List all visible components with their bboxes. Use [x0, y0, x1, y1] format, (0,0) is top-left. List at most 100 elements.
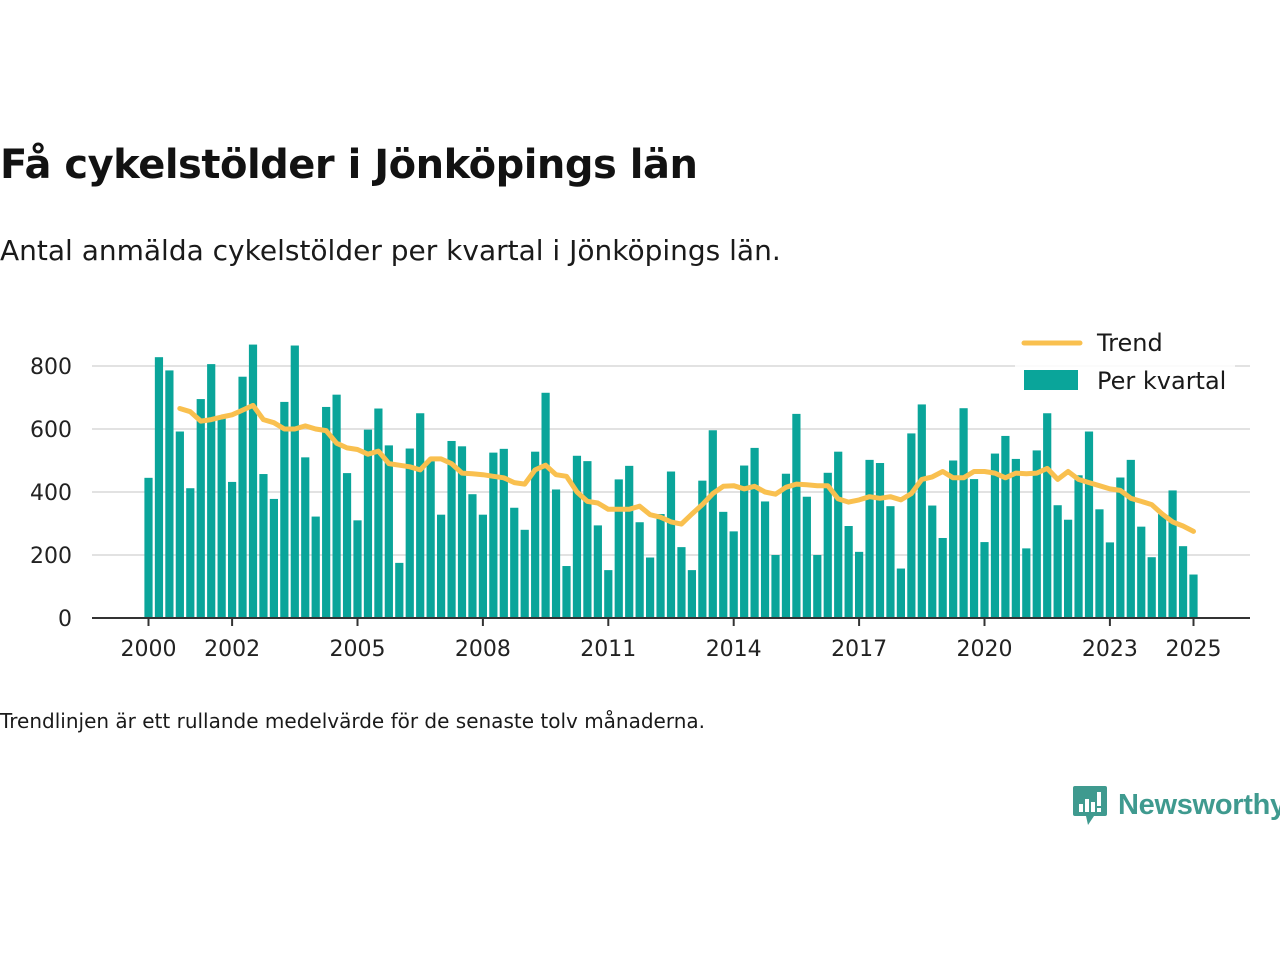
bar [499, 448, 508, 618]
bar [437, 514, 446, 618]
bar [531, 451, 540, 618]
footnote: Trendlinjen är ett rullande medelvärde f… [0, 709, 706, 733]
chart-title: Få cykelstölder i Jönköpings län [0, 142, 698, 188]
bar [959, 408, 968, 618]
legend: Trend Per kvartal [1015, 322, 1235, 410]
bar [144, 477, 153, 618]
bar [290, 345, 299, 618]
y-tick-label: 200 [30, 544, 72, 569]
y-tick-label: 400 [30, 481, 72, 506]
y-tick-label: 0 [58, 607, 72, 632]
bar [562, 566, 571, 618]
bar [510, 507, 519, 618]
bar [1064, 519, 1073, 618]
bar [1011, 458, 1020, 618]
bar [551, 489, 561, 618]
bar [1074, 475, 1083, 618]
bar [405, 448, 414, 618]
legend-bar-swatch [1024, 370, 1078, 390]
bar [907, 433, 916, 618]
bar [217, 415, 226, 618]
trend-line [177, 402, 1196, 534]
bar [844, 526, 853, 618]
bar [969, 479, 979, 618]
bar [165, 370, 174, 618]
x-tick-label: 2017 [831, 637, 887, 662]
brand-name: Newsworthy [1118, 788, 1280, 821]
bar [228, 481, 237, 618]
y-tick-label: 800 [30, 355, 72, 380]
bar [625, 465, 634, 618]
bar [342, 473, 352, 618]
bar [1189, 574, 1198, 618]
x-tick-label: 2020 [957, 637, 1013, 662]
bar [322, 406, 331, 618]
bar [980, 542, 989, 618]
bar [750, 447, 759, 618]
bar [248, 344, 258, 618]
bar [238, 376, 247, 618]
bar [1043, 413, 1052, 618]
x-tick-label: 2000 [121, 637, 177, 662]
bar [813, 555, 822, 618]
bar [614, 479, 623, 618]
bar [708, 430, 717, 618]
x-tick-label: 2023 [1082, 637, 1138, 662]
x-tick-label: 2011 [580, 637, 636, 662]
bar [572, 455, 582, 618]
bar [949, 460, 958, 618]
bar [1168, 490, 1177, 618]
bar [520, 529, 529, 618]
bar [280, 401, 289, 618]
bar [875, 463, 885, 618]
bar [1095, 509, 1104, 618]
bar [384, 445, 393, 618]
bar [781, 473, 791, 618]
y-axis-labels: 0 200 400 600 800 [30, 355, 72, 632]
x-tick-label: 2008 [455, 637, 511, 662]
bar [760, 501, 770, 618]
bar [468, 494, 477, 618]
bar [478, 514, 487, 618]
bar [395, 562, 404, 618]
trend-series [177, 402, 1196, 534]
bar [1137, 526, 1146, 618]
bar [656, 514, 665, 618]
bar [196, 399, 205, 618]
bar [1178, 546, 1188, 618]
bar [301, 457, 310, 618]
bar [729, 531, 738, 618]
bar [374, 408, 383, 618]
bar [1001, 435, 1010, 618]
bar [269, 498, 278, 618]
bar-series [144, 344, 1198, 618]
bar [677, 547, 686, 618]
x-tick-label: 2002 [204, 637, 260, 662]
bar [1022, 548, 1031, 618]
brand-logo[interactable]: Newsworthy [1072, 784, 1280, 826]
bar [416, 413, 425, 618]
bar [447, 440, 456, 618]
bar [363, 429, 373, 618]
bar [865, 459, 874, 618]
bar [719, 511, 728, 618]
bar [186, 488, 195, 618]
bar [1053, 505, 1062, 618]
x-tick-label: 2005 [330, 637, 386, 662]
x-axis-labels: 2000 2002 2005 2008 2011 2014 2017 2020 2023 2025 [121, 618, 1222, 662]
bar [259, 474, 268, 618]
bar [207, 364, 216, 618]
bar [311, 516, 320, 618]
bar [489, 452, 498, 618]
bar [646, 557, 655, 618]
bar [802, 496, 811, 618]
bar [604, 570, 613, 618]
bar [896, 568, 905, 618]
bar [886, 506, 895, 618]
bar [1116, 477, 1125, 618]
bar [593, 525, 602, 618]
bar [635, 522, 644, 618]
bar [666, 471, 676, 618]
legend-background [1015, 322, 1235, 410]
